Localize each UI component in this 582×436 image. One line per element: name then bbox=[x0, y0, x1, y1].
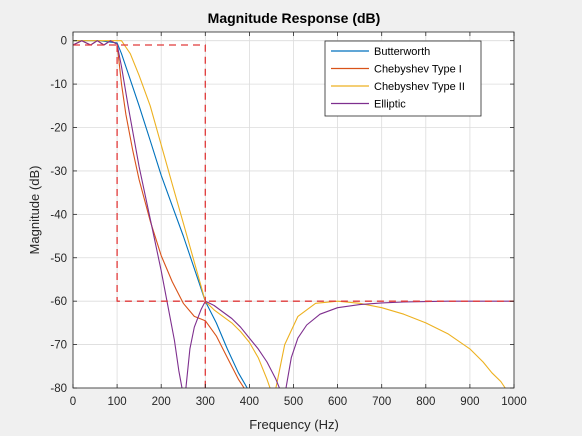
axis-ticks: 0 100 200 300 400 500 600 700 800 900 1000 0 -10 -20 -… bbox=[50, 32, 527, 408]
y-tick-label: -60 bbox=[50, 296, 67, 308]
y-tick-label: -80 bbox=[50, 383, 67, 395]
grid bbox=[72, 32, 515, 389]
x-tick-label: 300 bbox=[196, 396, 215, 408]
y-tick-label: 0 bbox=[61, 36, 67, 48]
x-tick-label: 1000 bbox=[501, 396, 527, 408]
x-tick-label: 200 bbox=[152, 396, 171, 408]
x-tick-label: 100 bbox=[108, 396, 127, 408]
legend: Butterworth Chebyshev Type I Chebyshev Typ… bbox=[324, 40, 482, 117]
series-line-elliptic bbox=[73, 40, 514, 388]
series-line-chebyshev-type-ii bbox=[73, 40, 506, 388]
x-tick-label: 900 bbox=[460, 396, 479, 408]
y-tick-label: -30 bbox=[50, 166, 67, 178]
series-line-butterworth bbox=[73, 40, 248, 388]
y-tick-label: -20 bbox=[50, 123, 67, 135]
x-tick-label: 500 bbox=[284, 396, 303, 408]
legend-entry: Elliptic bbox=[374, 99, 406, 111]
x-tick-label: 700 bbox=[372, 396, 391, 408]
y-axis-label: Magnitude (dB) bbox=[27, 166, 42, 255]
legend-entry: Butterworth bbox=[374, 46, 430, 58]
series-lines bbox=[73, 40, 514, 388]
y-tick-label: -50 bbox=[50, 253, 67, 265]
x-tick-label: 600 bbox=[328, 396, 347, 408]
spec-mask-line bbox=[116, 45, 514, 302]
x-axis-label: Frequency (Hz) bbox=[249, 417, 339, 432]
legend-entry: Chebyshev Type I bbox=[374, 64, 462, 76]
y-tick-label: -10 bbox=[50, 79, 67, 91]
y-tick-label: -40 bbox=[50, 209, 67, 221]
x-tick-label: 400 bbox=[240, 396, 259, 408]
x-tick-label: 800 bbox=[416, 396, 435, 408]
x-tick-label: 0 bbox=[70, 396, 76, 408]
spec-mask-line bbox=[73, 44, 206, 388]
chart-title: Magnitude Response (dB) bbox=[208, 10, 381, 26]
legend-entry: Chebyshev Type II bbox=[374, 81, 465, 93]
y-tick-label: -70 bbox=[50, 340, 67, 352]
